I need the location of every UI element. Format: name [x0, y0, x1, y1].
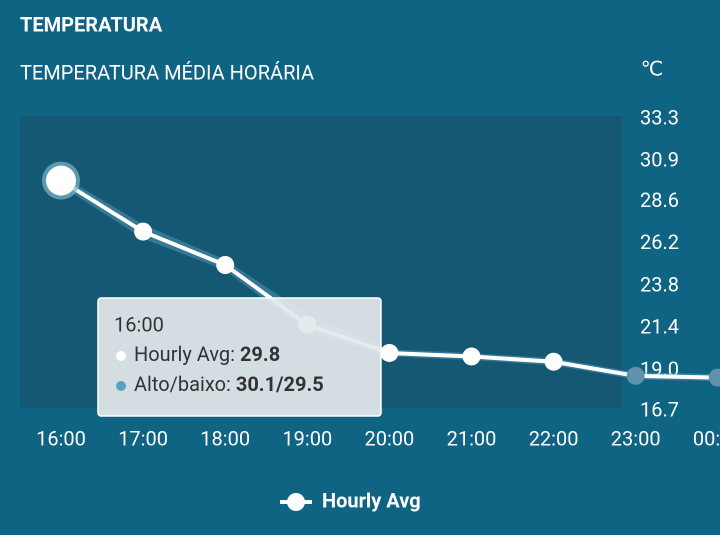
- point: [626, 366, 645, 385]
- tooltip-title: 16:00: [114, 312, 164, 336]
- y-tick-label: 30.9: [640, 147, 679, 171]
- tooltip-text: 29.8: [240, 342, 280, 366]
- x-tick-label: 17:00: [118, 426, 168, 450]
- x-tick-label: 23:00: [611, 426, 661, 450]
- point: [216, 256, 235, 274]
- chart-title: TEMPERATURA: [20, 12, 163, 36]
- x-tick-label: 19:00: [282, 426, 332, 450]
- y-tick-label: 28.6: [640, 188, 679, 212]
- x-tick-label: 00:00: [693, 426, 720, 450]
- tooltip-box: [97, 297, 382, 417]
- y-tick-label: 21.4: [640, 315, 679, 339]
- tooltip-dot: [116, 381, 126, 391]
- tooltip-dot: [116, 351, 126, 361]
- point: [462, 347, 481, 366]
- point: [46, 165, 76, 196]
- tooltip-text: 29.5: [284, 372, 324, 396]
- point: [708, 368, 720, 387]
- point: [134, 222, 153, 241]
- tooltip-text: :: [230, 342, 235, 366]
- tooltip-text: :: [226, 372, 231, 396]
- point: [380, 343, 399, 362]
- y-tick-label: 23.8: [640, 272, 679, 296]
- legend-marker: [287, 493, 305, 511]
- x-tick-label: 20:00: [364, 426, 414, 450]
- tooltip-row: Hourly Avg: 29.8: [134, 342, 280, 366]
- x-tick-label: 16:00: [36, 426, 86, 450]
- legend: Hourly Avg: [280, 488, 421, 512]
- y-tick-label: 26.2: [640, 230, 679, 254]
- tooltip-text: /: [275, 372, 284, 396]
- chart-subtitle: TEMPERATURA MÉDIA HORÁRIA: [20, 60, 314, 84]
- y-tick-label: 33.3: [640, 105, 679, 129]
- tooltip-text: 30.1: [236, 372, 276, 396]
- point: [544, 352, 563, 371]
- legend-label: Hourly Avg: [322, 488, 421, 512]
- x-tick-label: 22:00: [529, 426, 579, 450]
- tooltip-text: Hourly Avg: [134, 342, 230, 366]
- y-axis-unit: ℃: [641, 56, 663, 80]
- tooltip-text: Alto/baixo: [134, 372, 226, 396]
- tooltip-row: Alto/baixo: 30.1/29.5: [134, 372, 324, 396]
- x-tick-label: 21:00: [447, 426, 497, 450]
- y-tick-label: 16.7: [640, 397, 679, 421]
- x-tick-label: 18:00: [200, 426, 250, 450]
